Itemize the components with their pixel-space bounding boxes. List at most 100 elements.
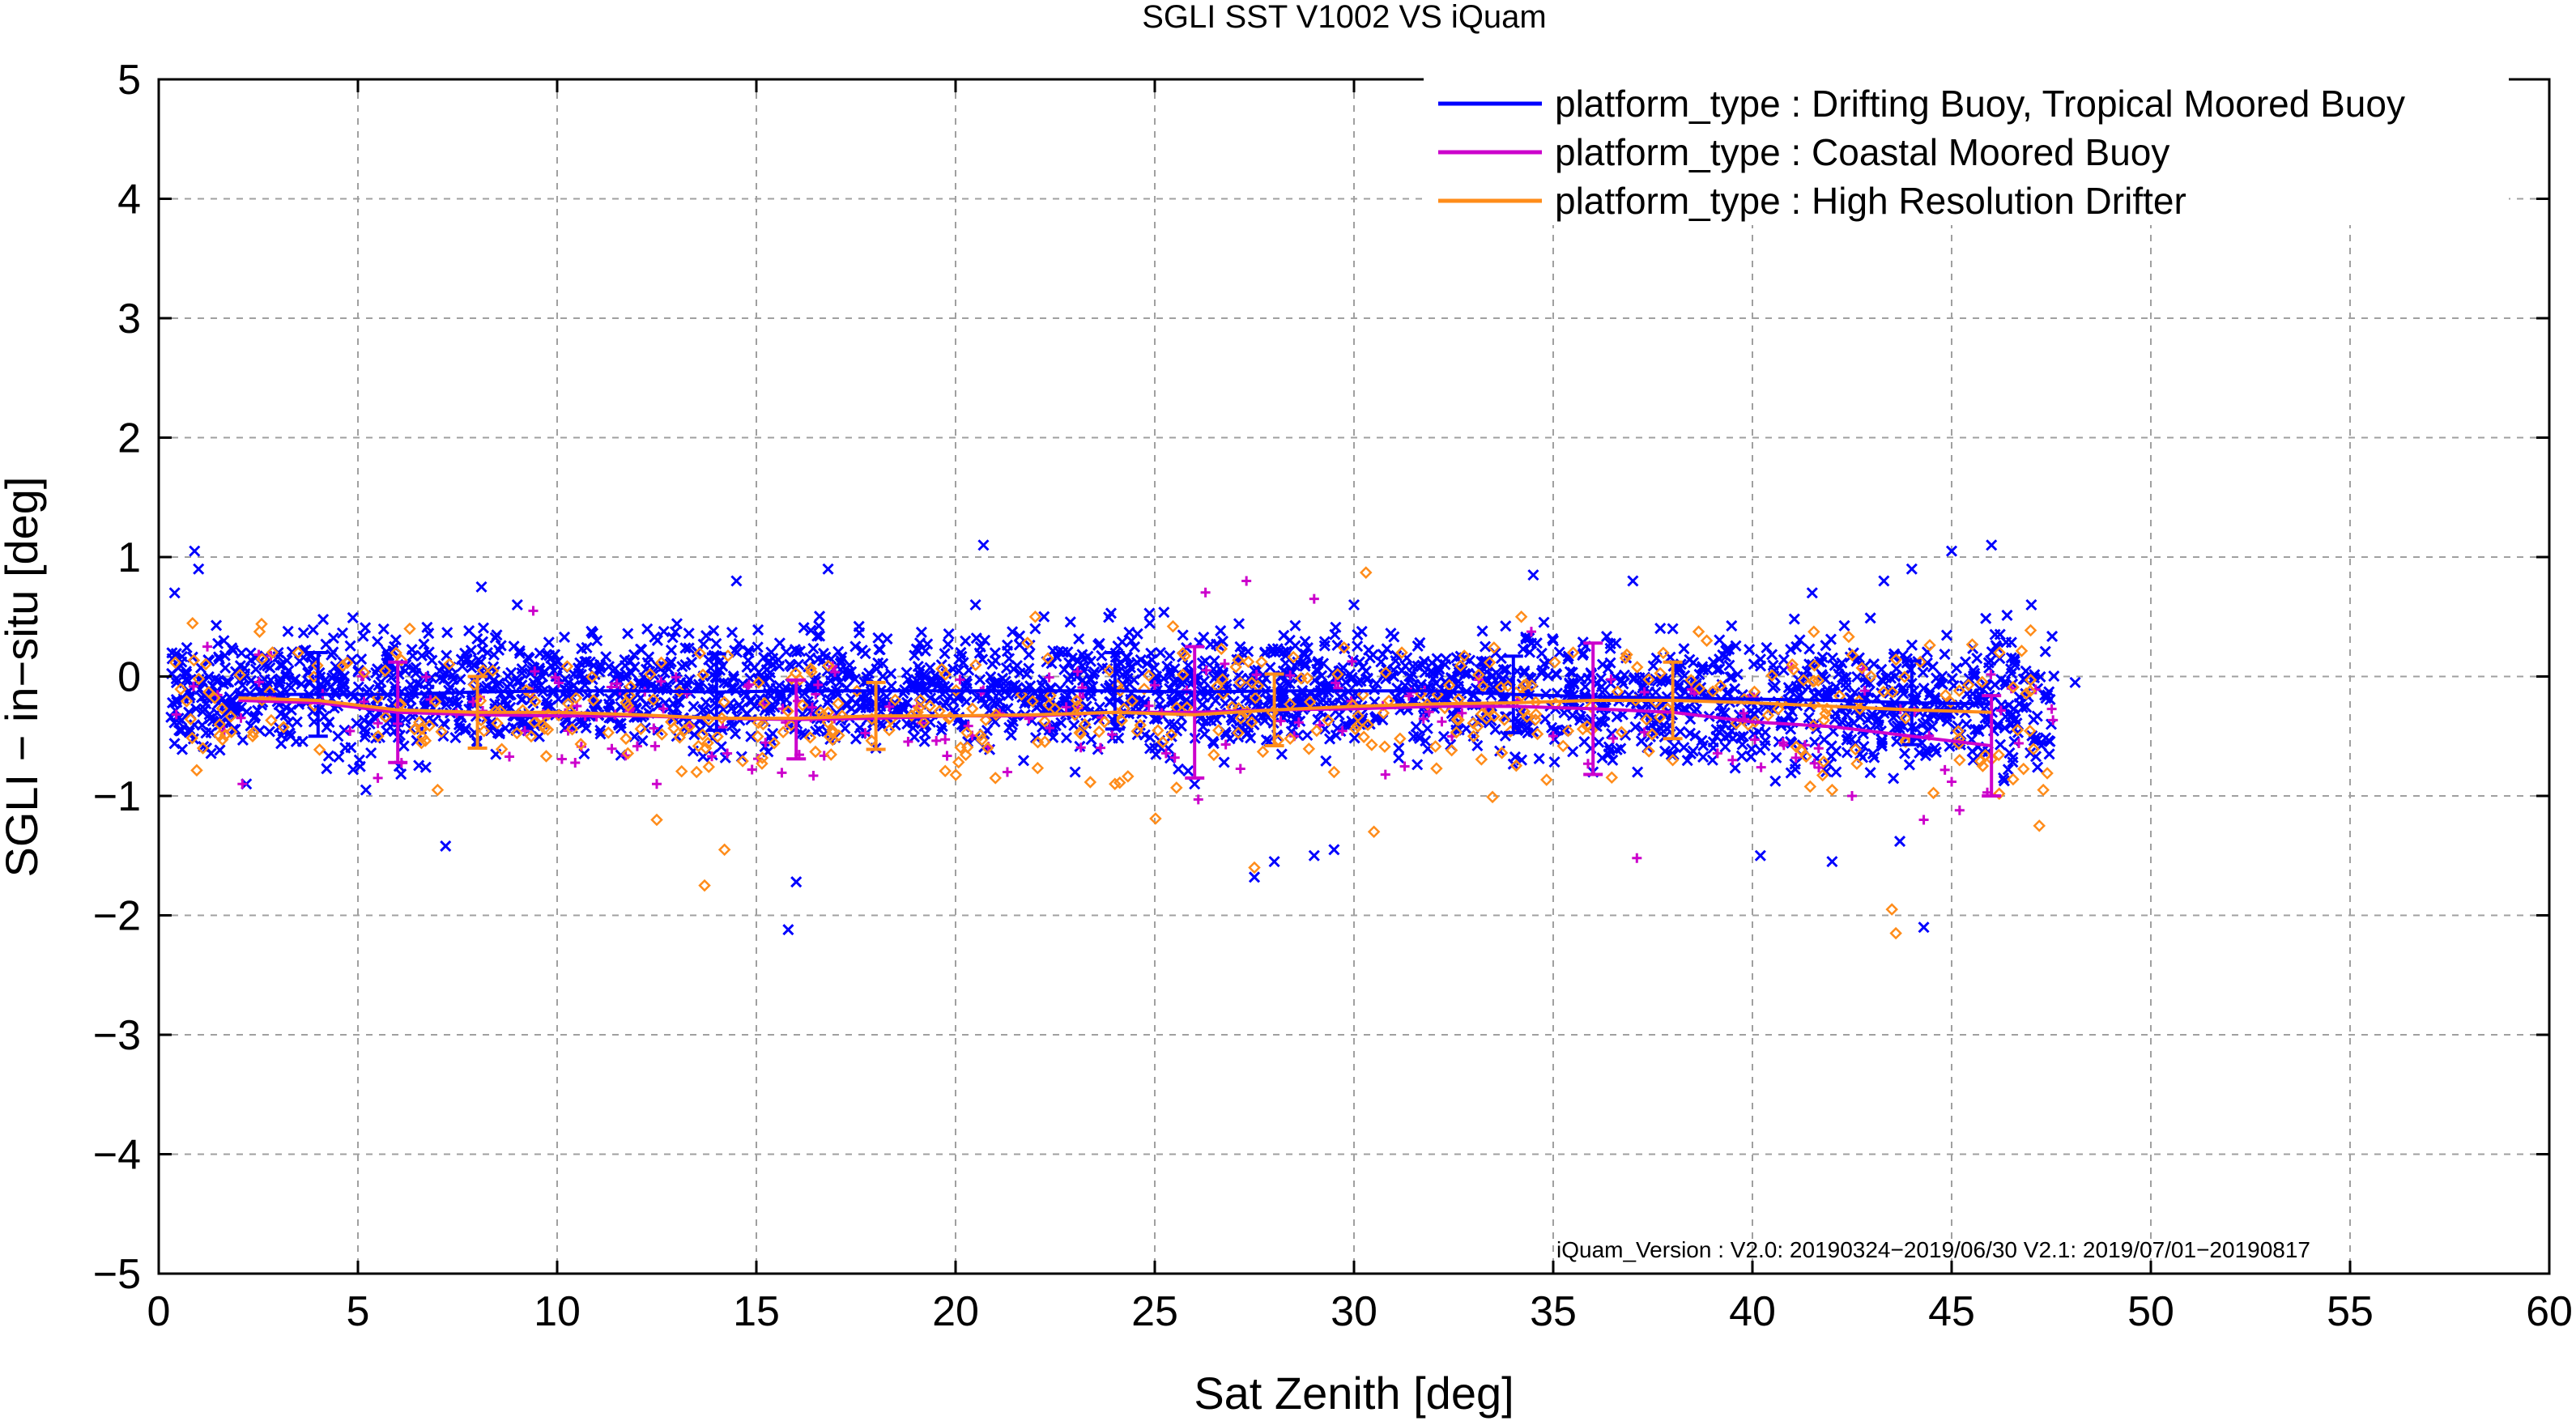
data-point-diamond-marker: [736, 755, 749, 768]
data-point-plus-marker: [1847, 791, 1857, 801]
data-point-diamond-marker: [1395, 646, 1408, 659]
data-point-x-marker: [706, 732, 719, 744]
data-point-x-marker: [1038, 611, 1050, 623]
data-point-x-marker: [1165, 693, 1177, 705]
data-point-diamond-marker: [664, 715, 678, 729]
data-point-diamond-marker: [587, 694, 600, 707]
data-point-x-marker: [477, 622, 490, 634]
data-point-x-marker: [395, 768, 407, 781]
data-point-x-marker: [1898, 747, 1911, 759]
data-point-x-marker: [2069, 676, 2081, 688]
data-point-x-marker: [1604, 642, 1616, 654]
data-point-x-marker: [697, 704, 709, 716]
data-point-x-marker: [358, 714, 370, 726]
data-point-plus-marker: [1200, 587, 1211, 598]
data-point-diamond-marker: [832, 697, 845, 710]
x-tick-label: 50: [2127, 1288, 2174, 1335]
data-point-x-marker: [1205, 715, 1217, 727]
data-point-diamond-marker: [1657, 646, 1670, 660]
data-point-x-marker: [1131, 628, 1143, 640]
data-point-x-marker: [2025, 598, 2037, 611]
data-point-plus-marker: [553, 678, 564, 688]
error-bar: [467, 674, 488, 750]
data-point-x-marker: [1820, 687, 1833, 700]
data-point-x-marker: [1825, 740, 1837, 752]
data-point-diamond-marker: [1952, 684, 1966, 697]
data-point-x-marker: [1678, 643, 1690, 655]
data-point-diamond-marker: [702, 760, 716, 773]
data-point-x-marker: [1069, 766, 1081, 778]
data-point-x-marker: [357, 630, 369, 642]
data-point-diamond-marker: [379, 710, 393, 724]
data-point-x-marker: [212, 637, 224, 649]
data-point-x-marker: [202, 670, 215, 683]
data-point-x-marker: [1068, 719, 1080, 732]
y-tick-label: 5: [117, 57, 141, 104]
data-point-x-marker: [307, 623, 319, 636]
y-tick-label: −2: [93, 893, 141, 940]
data-point-diamond-marker: [292, 646, 304, 659]
x-tick-label: 15: [733, 1288, 780, 1335]
data-point-plus-marker: [940, 734, 951, 745]
data-point-x-marker: [1001, 639, 1014, 651]
data-point-x-marker: [1207, 663, 1220, 675]
data-point-diamond-marker: [1331, 667, 1344, 681]
data-point-x-marker: [166, 696, 179, 709]
data-point-x-marker: [1603, 741, 1615, 753]
data-point-diamond-marker: [1207, 748, 1220, 762]
data-point-diamond-marker: [1692, 682, 1706, 696]
data-point-diamond-marker: [1430, 762, 1443, 775]
data-point-x-marker: [229, 723, 241, 735]
data-point-x-marker: [1567, 746, 1579, 758]
data-point-diamond-marker: [644, 667, 657, 681]
data-point-x-marker: [594, 658, 607, 670]
data-point-diamond-marker: [1514, 610, 1528, 623]
data-point-plus-marker: [1986, 670, 1996, 680]
data-point-diamond-marker: [1486, 790, 1499, 804]
data-point-diamond-marker: [809, 745, 822, 759]
data-point-x-marker: [861, 695, 873, 707]
data-point-diamond-marker: [495, 742, 509, 755]
data-point-x-marker: [274, 659, 287, 671]
y-tick-label: −1: [93, 773, 141, 820]
data-point-plus-marker: [1380, 769, 1390, 780]
data-point-x-marker: [1198, 675, 1210, 687]
data-point-x-marker: [873, 643, 885, 656]
data-point-diamond-marker: [655, 728, 669, 741]
data-point-diamond-marker: [541, 723, 555, 736]
data-point-x-marker: [1995, 738, 2007, 751]
data-point-diamond-marker: [1337, 640, 1351, 654]
data-point-x-marker: [752, 666, 765, 679]
data-point-plus-marker: [1201, 665, 1211, 675]
x-tick-label: 60: [2526, 1288, 2573, 1335]
data-point-diamond-marker: [2011, 723, 2025, 737]
data-point-plus-marker: [1309, 594, 1319, 604]
data-point-plus-marker: [1526, 627, 1536, 637]
data-point-x-marker: [1093, 701, 1106, 713]
data-point-plus-marker: [813, 679, 824, 690]
data-point-diamond-marker: [1248, 861, 1261, 874]
data-point-x-marker: [1577, 649, 1589, 662]
data-point-x-marker: [2001, 609, 2013, 622]
data-point-x-marker: [317, 613, 330, 626]
data-point-x-marker: [1789, 763, 1802, 776]
data-point-diamond-marker: [263, 685, 276, 698]
data-point-plus-marker: [1778, 740, 1789, 751]
data-point-x-marker: [1919, 745, 1931, 757]
data-point-x-marker: [729, 728, 742, 740]
data-point-diamond-marker: [341, 656, 354, 670]
data-point-diamond-marker: [569, 691, 583, 704]
data-point-x-marker: [1105, 607, 1118, 619]
data-point-x-marker: [1803, 643, 1816, 655]
data-point-x-marker: [1299, 636, 1311, 648]
data-point-diamond-marker: [585, 670, 598, 683]
data-point-x-marker: [1876, 734, 1888, 746]
data-point-x-marker: [1182, 659, 1194, 671]
data-point-plus-marker: [345, 725, 356, 736]
data-point-x-marker: [1037, 721, 1049, 733]
data-point-x-marker: [576, 718, 588, 730]
data-point-x-marker: [2048, 670, 2060, 683]
data-point-x-marker: [1418, 655, 1430, 667]
data-point-x-marker: [956, 718, 968, 730]
data-point-diamond-marker: [918, 716, 930, 730]
